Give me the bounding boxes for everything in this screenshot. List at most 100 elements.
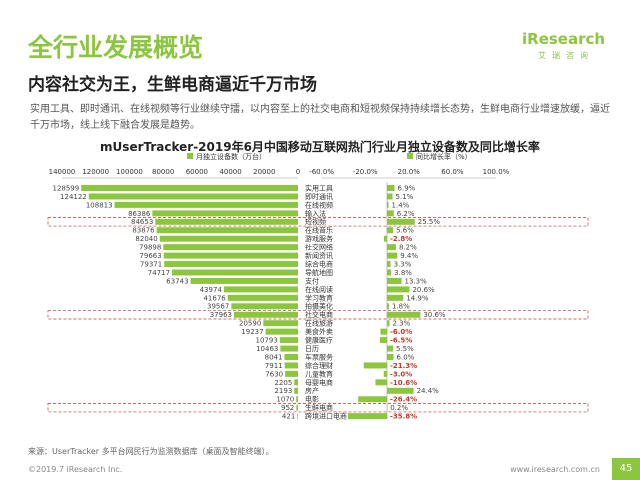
category-label: 车票服务 — [305, 352, 333, 361]
website-link[interactable]: www.iresearch.com.cn — [510, 465, 600, 474]
device-bar — [163, 244, 298, 251]
growth-bar — [387, 252, 398, 259]
category-label: 短视频 — [305, 217, 326, 226]
device-value-label: 10463 — [256, 345, 278, 353]
growth-bar — [387, 354, 394, 360]
growth-value-label: 0.2% — [390, 404, 408, 412]
left-tick-label: 0 — [296, 168, 300, 176]
growth-bar — [387, 311, 421, 318]
growth-value-label: -6.5% — [390, 337, 412, 345]
growth-bar — [363, 362, 387, 369]
device-bar — [284, 354, 298, 360]
left-legend-label: 月独立设备数（万台） — [196, 152, 266, 161]
growth-value-label: 13.3% — [404, 277, 427, 285]
growth-value-label: -35.8% — [390, 413, 417, 421]
growth-value-label: 1.8% — [392, 303, 410, 311]
left-tick-label: 40000 — [219, 168, 241, 176]
category-label: 日历 — [305, 345, 319, 353]
category-label: 即时通讯 — [305, 192, 333, 201]
left-legend-swatch — [187, 153, 193, 159]
device-value-label: 41676 — [203, 294, 226, 302]
source-note: 来源：UserTracker 多平台网民行为监测数据库（桌面及智能终端）。 — [28, 447, 274, 456]
bar-chart: 月独立设备数（万台） 同比增长率（%） 140000 120000 100000 8000… — [47, 152, 589, 421]
device-bar — [227, 294, 298, 301]
right-tick-label: 100.0% — [483, 168, 510, 176]
growth-bar — [387, 218, 415, 225]
growth-value-label: -3.0% — [390, 370, 412, 378]
left-tick-label: 100000 — [116, 168, 143, 176]
growth-bar — [358, 396, 387, 403]
right-tick-label: 20.0% — [398, 168, 421, 176]
device-bar — [280, 345, 298, 352]
category-label: 在线阅读 — [305, 285, 333, 294]
device-value-label: 79663 — [139, 252, 161, 260]
highlight-row-box — [47, 403, 589, 413]
growth-value-label: 5.1% — [396, 193, 414, 201]
growth-bar — [383, 370, 387, 377]
growth-bar — [387, 244, 396, 251]
device-bar — [155, 218, 298, 225]
page-subtitle: 内容社交为王，生鲜电商逼近千万市场 — [28, 75, 317, 95]
device-bar — [263, 320, 298, 327]
device-bar — [152, 210, 298, 217]
category-label: 社交电商 — [305, 310, 333, 319]
device-value-label: 86386 — [128, 210, 151, 218]
growth-bar — [379, 337, 387, 344]
device-value-label: 124122 — [60, 193, 87, 201]
device-bar — [88, 193, 298, 200]
growth-value-label: 20.6% — [412, 286, 435, 294]
right-legend-label: 同比增长率（%） — [416, 152, 472, 161]
device-bar — [296, 396, 298, 403]
growth-bar — [387, 227, 394, 234]
device-value-label: 952 — [281, 404, 294, 412]
device-value-label: 421 — [282, 413, 295, 421]
growth-value-label: 6.2% — [397, 210, 415, 218]
category-label: 电影 — [305, 395, 319, 404]
right-tick-label: 60.0% — [441, 168, 464, 176]
device-value-label: 43974 — [200, 286, 223, 294]
category-label: 导航地图 — [305, 268, 333, 277]
device-bar — [223, 286, 298, 293]
category-label: 生鲜电商 — [305, 403, 333, 412]
highlight-row-box — [47, 217, 589, 227]
growth-value-label: 8.2% — [399, 244, 417, 252]
left-tick-label: 20000 — [253, 168, 275, 176]
device-bar — [114, 201, 298, 208]
category-label: 在线音乐 — [305, 226, 333, 235]
growth-value-label: -2.8% — [390, 235, 412, 243]
device-bar — [279, 337, 298, 344]
growth-bar — [387, 185, 395, 191]
category-label: 母婴电商 — [305, 378, 333, 387]
growth-bar — [387, 387, 414, 394]
category-label: 拍摄美化 — [305, 302, 333, 311]
category-label: 跨境进口电商 — [305, 412, 347, 421]
category-label: 综合理财 — [305, 361, 333, 370]
device-bar — [159, 235, 298, 242]
right-tick-label: -20.0% — [353, 168, 378, 176]
category-label: 美食外卖 — [305, 327, 333, 336]
growth-value-label: 30.6% — [423, 311, 446, 319]
device-value-label: 84653 — [131, 218, 153, 226]
category-label: 在线视频 — [305, 200, 333, 209]
growth-bar — [387, 193, 393, 200]
device-value-label: 20590 — [239, 320, 261, 328]
device-value-label: 128599 — [52, 184, 79, 192]
growth-value-label: 5.6% — [396, 227, 414, 235]
growth-value-label: -10.6% — [390, 379, 417, 387]
category-label: 儿童教育 — [305, 369, 333, 378]
device-bar — [296, 404, 298, 411]
growth-bar — [387, 210, 394, 217]
device-bar — [156, 227, 298, 234]
device-value-label: 10793 — [256, 337, 278, 345]
device-value-label: 8041 — [265, 353, 283, 361]
device-bar — [164, 261, 298, 268]
device-bar — [294, 387, 298, 394]
growth-bar — [380, 328, 387, 335]
left-tick-label: 120000 — [82, 168, 109, 176]
device-bar — [294, 379, 298, 386]
device-bar — [297, 413, 298, 420]
device-bar — [81, 185, 298, 191]
highlight-row-box — [47, 310, 589, 320]
device-value-label: 39567 — [207, 303, 229, 311]
growth-value-label: 5.5% — [396, 345, 414, 353]
